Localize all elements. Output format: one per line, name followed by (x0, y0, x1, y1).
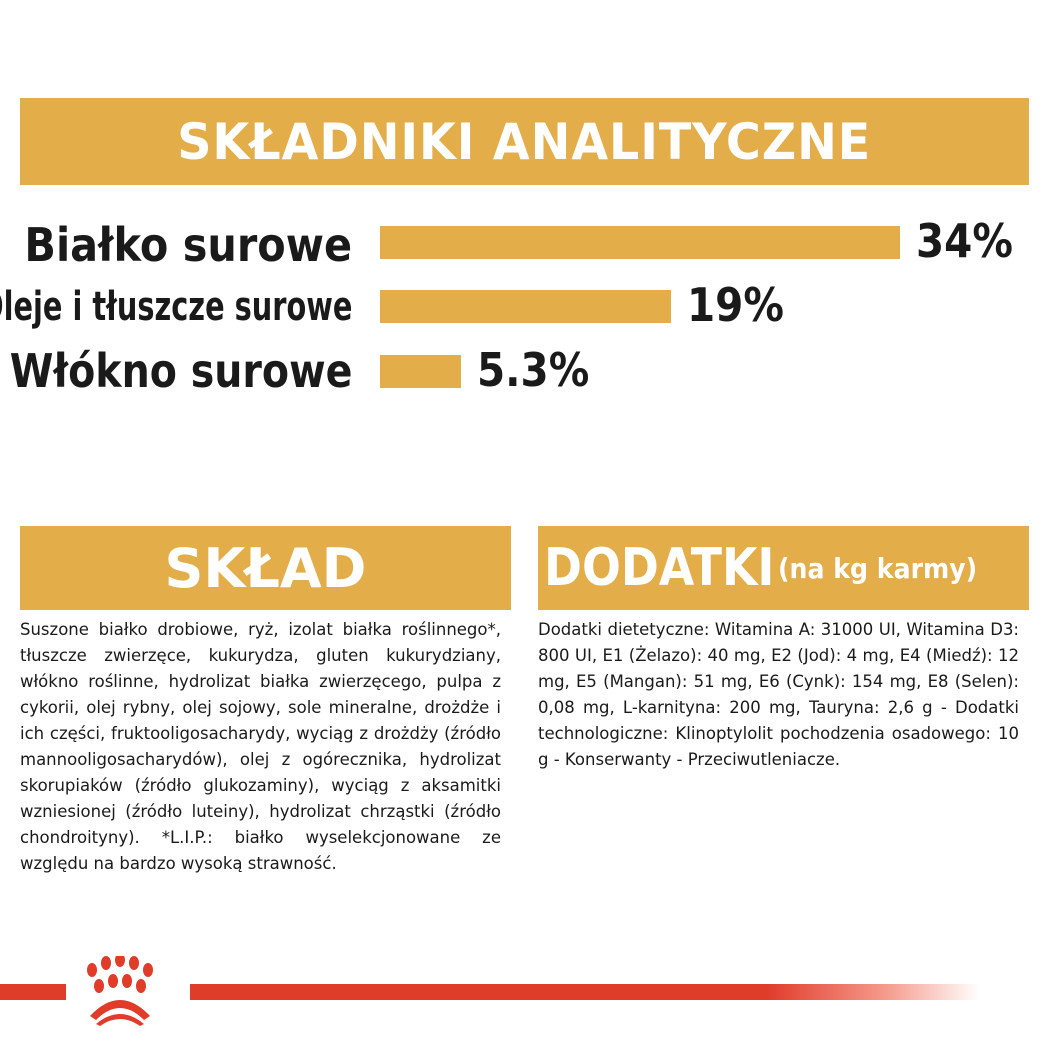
bar-protein (380, 226, 900, 259)
value-fat: 19% (686, 278, 784, 332)
analytical-title: SKŁADNIKI ANALITYCZNE (177, 112, 872, 171)
additives-text: Dodatki dietetyczne: Witamina A: 31000 U… (538, 620, 1019, 769)
footer-stripe-right (190, 984, 980, 1000)
value-protein: 34% (916, 214, 1013, 268)
row-label: Białko surowe (24, 218, 352, 272)
bar-fibre (380, 355, 462, 388)
additives-title: DODATKI (544, 538, 775, 598)
composition-title: SKŁAD (164, 536, 367, 600)
footer-stripe-left (0, 984, 66, 1000)
row-label: Oleje i tłuszcze surowe (0, 284, 352, 330)
additives-title-banner: DODATKI (na kg karmy) (538, 526, 1029, 610)
composition-title-banner: SKŁAD (20, 526, 511, 610)
crown-paw-logo-icon (87, 956, 153, 1026)
value-fibre: 5.3% (477, 343, 590, 397)
additives-subtitle: (na kg karmy) (777, 551, 978, 585)
analytical-title-banner: SKŁADNIKI ANALITYCZNE (20, 98, 1029, 185)
bar-fat (380, 290, 671, 323)
row-label: Włókno surowe (9, 344, 352, 398)
composition-text: Suszone białko drobiowe, ryż, izolat bia… (20, 620, 501, 873)
